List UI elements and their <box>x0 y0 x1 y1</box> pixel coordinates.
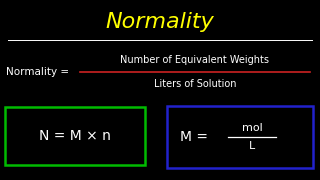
Text: L: L <box>249 141 255 151</box>
Text: Number of Equivalent Weights: Number of Equivalent Weights <box>121 55 269 65</box>
Text: Normality: Normality <box>106 12 214 32</box>
Text: Normality =: Normality = <box>6 67 72 77</box>
Text: Liters of Solution: Liters of Solution <box>154 79 236 89</box>
Text: mol: mol <box>242 123 262 133</box>
Text: M =: M = <box>180 130 212 144</box>
FancyBboxPatch shape <box>5 107 145 165</box>
Text: N = M × n: N = M × n <box>39 129 111 143</box>
FancyBboxPatch shape <box>167 106 313 168</box>
